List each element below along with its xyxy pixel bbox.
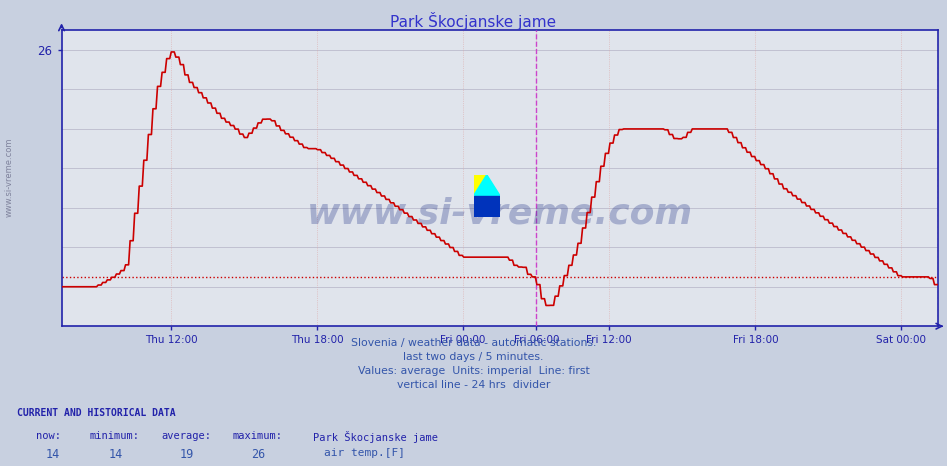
Text: CURRENT AND HISTORICAL DATA: CURRENT AND HISTORICAL DATA: [17, 408, 176, 418]
Text: Park Škocjanske jame: Park Škocjanske jame: [313, 431, 438, 443]
Text: Values: average  Units: imperial  Line: first: Values: average Units: imperial Line: fi…: [358, 366, 589, 376]
Text: 26: 26: [251, 448, 265, 461]
Text: air temp.[F]: air temp.[F]: [324, 448, 405, 458]
Text: 14: 14: [109, 448, 123, 461]
Text: last two days / 5 minutes.: last two days / 5 minutes.: [403, 352, 544, 362]
Text: now:: now:: [36, 431, 61, 441]
Text: Park Škocjanske jame: Park Škocjanske jame: [390, 12, 557, 30]
Text: 19: 19: [180, 448, 194, 461]
Polygon shape: [474, 175, 487, 196]
Text: average:: average:: [161, 431, 211, 441]
Text: 14: 14: [45, 448, 60, 461]
Text: www.si-vreme.com: www.si-vreme.com: [5, 137, 14, 217]
Text: minimum:: minimum:: [90, 431, 140, 441]
Bar: [474, 196, 500, 217]
Text: maximum:: maximum:: [232, 431, 282, 441]
Polygon shape: [474, 175, 500, 196]
Text: www.si-vreme.com: www.si-vreme.com: [307, 197, 692, 231]
Text: Slovenia / weather data - automatic stations.: Slovenia / weather data - automatic stat…: [350, 338, 597, 348]
Text: vertical line - 24 hrs  divider: vertical line - 24 hrs divider: [397, 380, 550, 390]
